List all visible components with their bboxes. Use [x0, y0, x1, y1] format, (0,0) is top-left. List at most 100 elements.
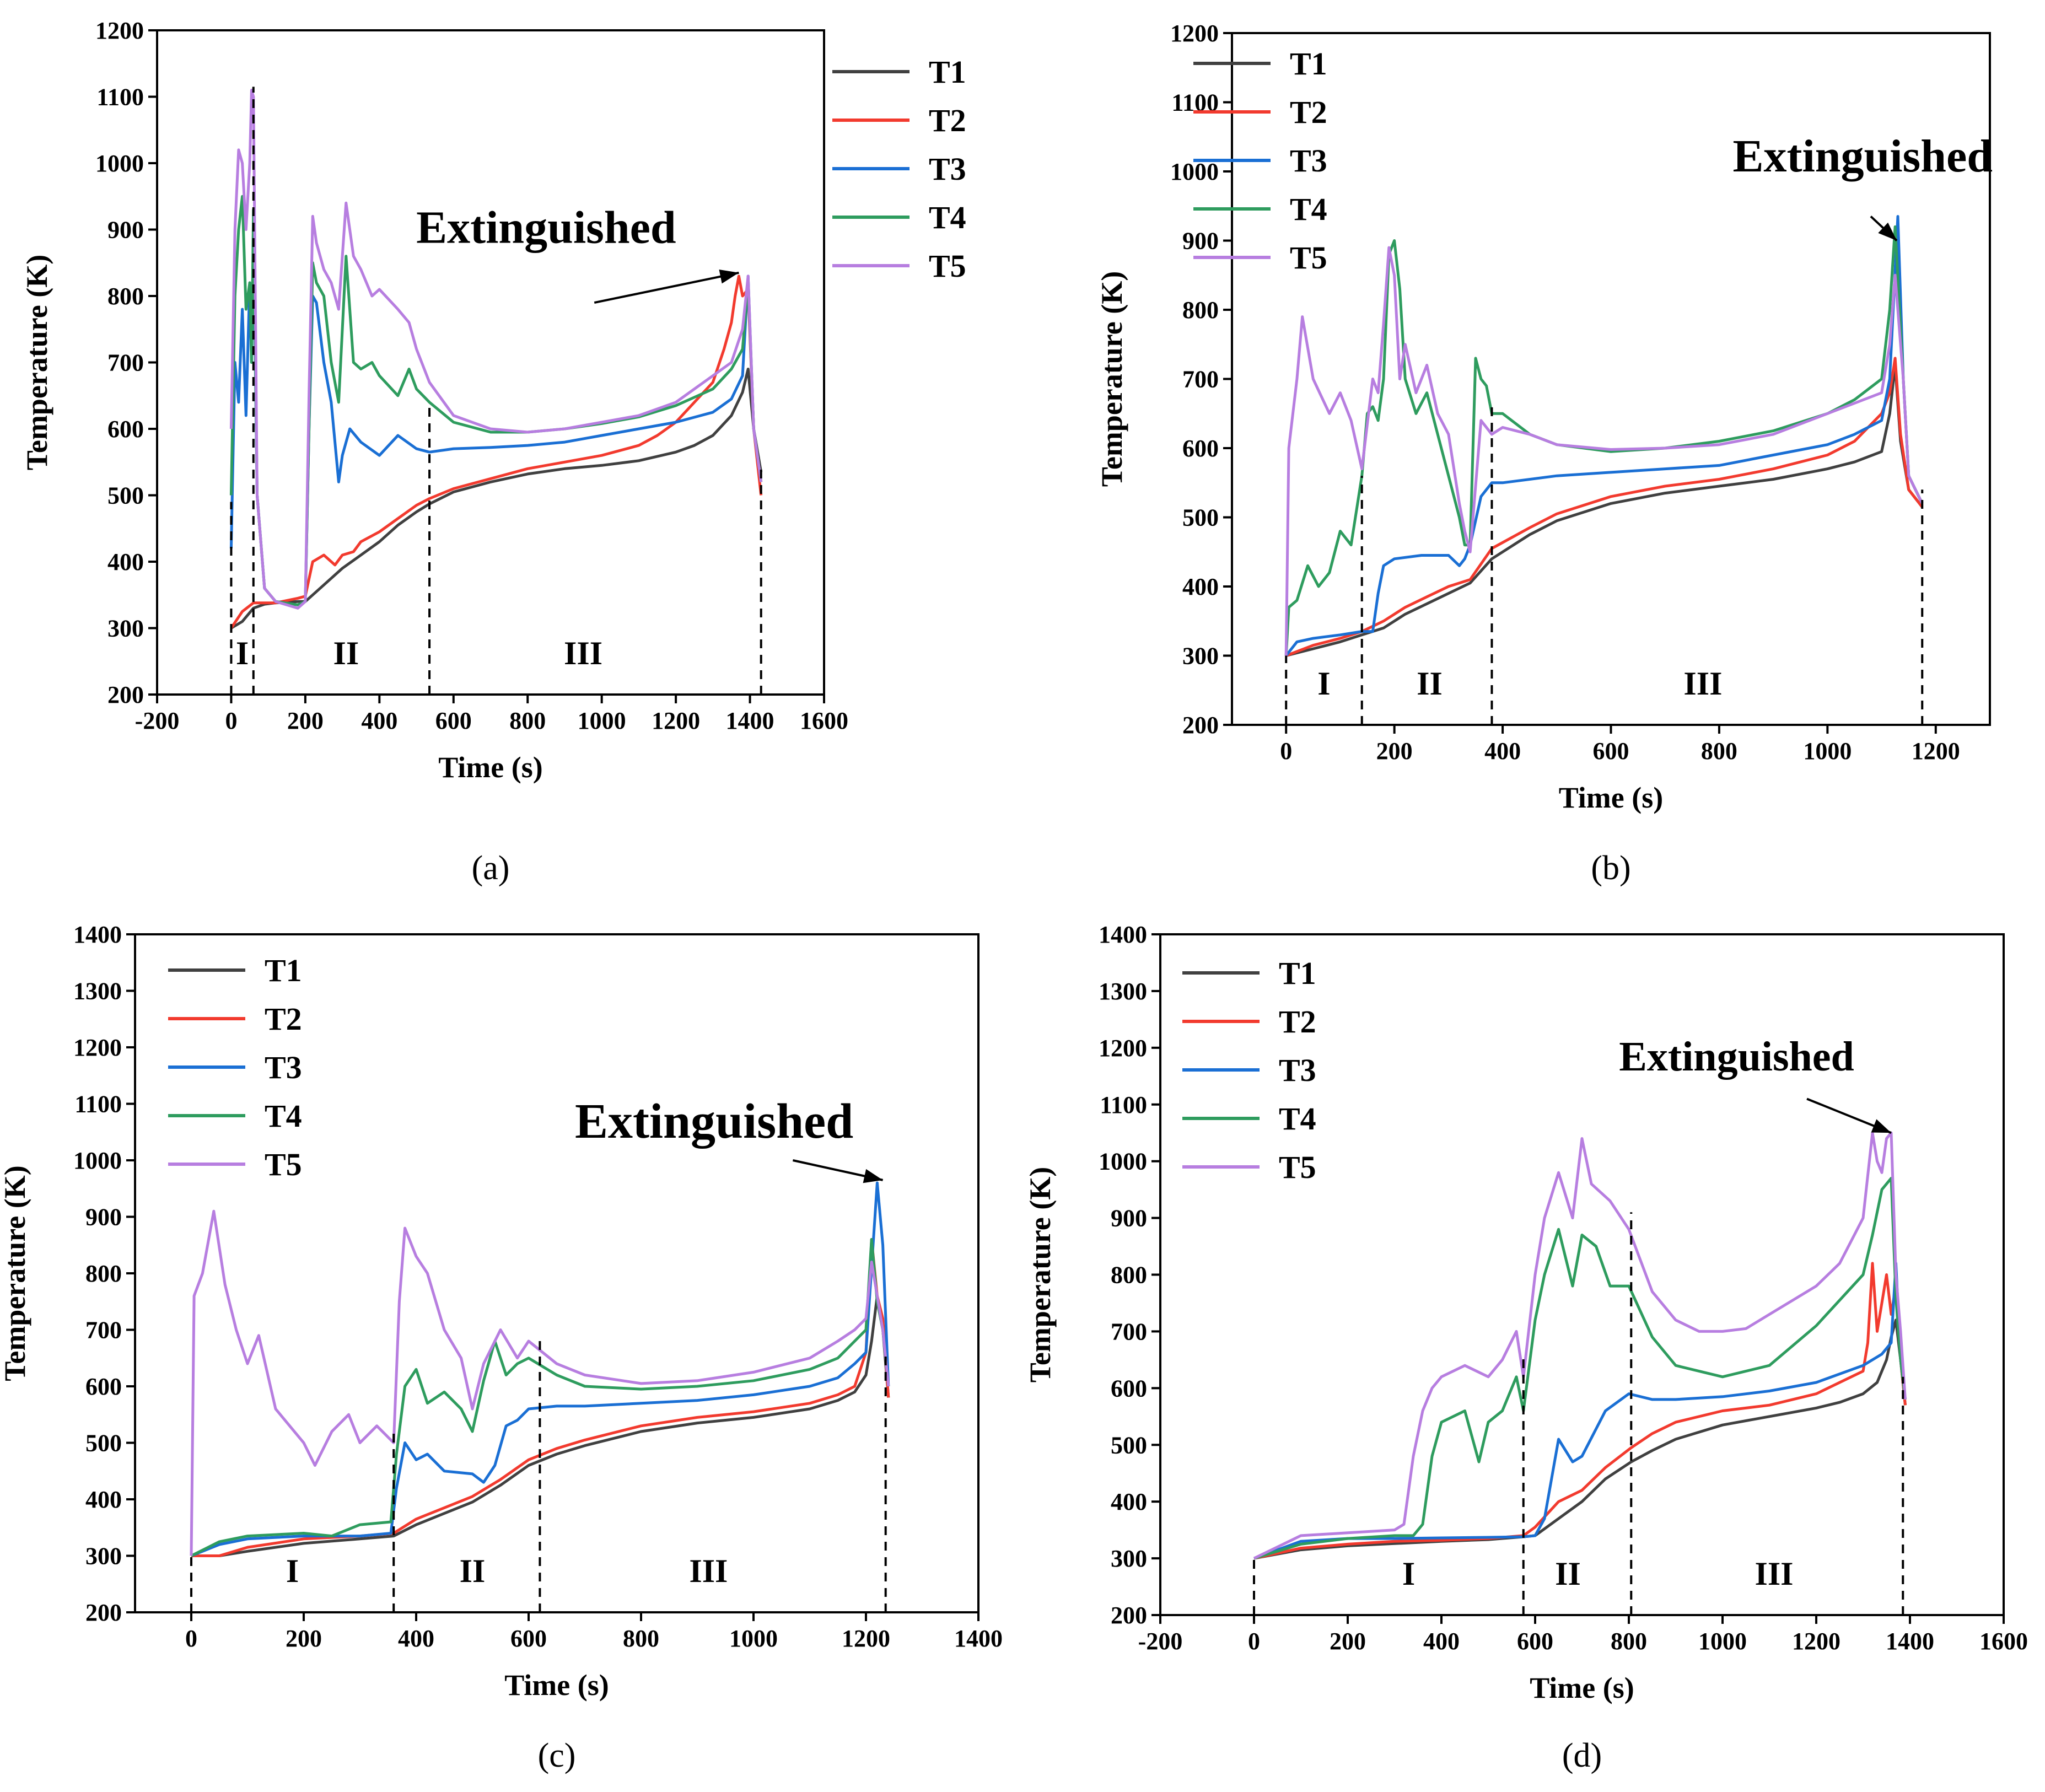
series-line-t3 [1253, 1262, 1907, 1560]
series-group [1284, 215, 1924, 657]
series-line-t4 [1253, 1177, 1907, 1560]
x-tick-label: -200 [135, 707, 180, 734]
panel-caption: (c) [538, 1737, 576, 1774]
stage-label: III [564, 635, 602, 671]
legend-label-t3: T3 [929, 151, 966, 187]
y-tick-label: 800 [107, 283, 144, 310]
y-tick-label: 200 [1182, 712, 1219, 739]
x-tick-label: 600 [510, 1625, 547, 1652]
stage-label: II [1555, 1556, 1581, 1592]
annotation-arrow-head [863, 1169, 883, 1183]
x-tick-label: 0 [1280, 738, 1292, 765]
series-line-t5 [1253, 1131, 1907, 1560]
series-line-t1 [191, 1294, 890, 1557]
y-axis-label: Temperature (K) [20, 255, 53, 470]
extinguished-annotation: Extinguished [1619, 1034, 1854, 1080]
y-tick-label: 1100 [74, 1091, 122, 1118]
y-tick-label: 200 [107, 681, 144, 708]
x-axis-label: Time (s) [504, 1669, 609, 1702]
series-line-t5 [229, 89, 763, 610]
series-line-t2 [1285, 357, 1924, 657]
x-tick-label: 200 [287, 707, 324, 734]
legend-label-t5: T5 [929, 248, 966, 284]
y-tick-label: 900 [1182, 228, 1219, 255]
x-tick-label: 600 [1517, 1628, 1553, 1655]
series-group [190, 1181, 890, 1557]
y-tick-label: 400 [107, 548, 144, 575]
x-tick-label: 200 [1330, 1628, 1366, 1655]
x-tick-label: 600 [1593, 738, 1629, 765]
y-tick-label: 400 [1182, 573, 1219, 600]
legend-label-t5: T5 [1290, 240, 1327, 276]
stage-label: I [1402, 1556, 1415, 1592]
y-tick-label: 900 [85, 1204, 122, 1231]
x-axis-label: Time (s) [1530, 1671, 1634, 1704]
x-tick-label: 400 [1423, 1628, 1460, 1655]
panel-caption: (d) [1562, 1737, 1602, 1774]
stage-label: III [1755, 1556, 1793, 1592]
x-tick-label: 1000 [1803, 738, 1852, 765]
y-tick-label: 700 [107, 349, 144, 376]
stage-label: II [333, 635, 359, 671]
chart-a: -200 0 200 400 600 800 1000 1200 1400 1600 200 300 4… [20, 17, 966, 887]
stage-label: I [236, 635, 249, 671]
y-tick-label: 1300 [1099, 978, 1147, 1005]
series-line-t1 [1253, 1319, 1907, 1560]
legend-label-t1: T1 [265, 952, 302, 988]
x-tick-label: 0 [225, 707, 237, 734]
series-line-t3 [191, 1181, 890, 1557]
legend-label-t2: T2 [929, 103, 966, 138]
y-tick-label: 1000 [95, 150, 144, 177]
y-tick-label: 1200 [1170, 20, 1219, 47]
y-tick-label: 700 [85, 1317, 122, 1344]
extinguished-annotation: Extinguished [416, 202, 676, 254]
y-tick-label: 1100 [1100, 1091, 1147, 1118]
legend-label-t5: T5 [1279, 1149, 1316, 1185]
y-tick-label: 1400 [73, 921, 122, 948]
x-tick-label: 200 [1376, 738, 1413, 765]
y-tick-label: 500 [1182, 504, 1219, 531]
y-tick-label: 800 [1111, 1262, 1147, 1289]
x-tick-label: 1400 [954, 1625, 1003, 1652]
annotation-arrow-head [1871, 1119, 1891, 1133]
plot-frame [134, 933, 980, 1613]
chart-c: 0 200 400 600 800 1000 1200 1400 200 300 400 500 600… [0, 921, 1003, 1774]
legend-label-t2: T2 [265, 1001, 302, 1037]
y-tick-label: 500 [1111, 1432, 1147, 1459]
legend-label-t1: T1 [1279, 955, 1316, 991]
chart-b: 0 200 400 600 800 1000 1200 200 300 400 500 600 700 8… [1095, 20, 1993, 887]
x-tick-label: 600 [435, 707, 472, 734]
x-tick-label: 1000 [1698, 1628, 1747, 1655]
legend-label-t4: T4 [265, 1098, 302, 1134]
x-tick-label: 400 [361, 707, 397, 734]
y-tick-label: 300 [85, 1543, 122, 1570]
y-tick-label: 600 [107, 416, 144, 443]
annotation-arrow-shaft [594, 271, 739, 304]
y-axis-label: Temperature (K) [1024, 1167, 1057, 1382]
y-tick-label: 1300 [73, 978, 122, 1005]
legend-label-t1: T1 [929, 54, 966, 90]
x-tick-label: 1200 [652, 707, 700, 734]
x-tick-label: 1000 [729, 1625, 778, 1652]
extinguished-annotation: Extinguished [575, 1094, 853, 1149]
y-tick-label: 400 [1111, 1488, 1147, 1515]
series-line-t5 [1284, 246, 1924, 656]
y-tick-label: 600 [1182, 435, 1219, 462]
series-line-t2 [230, 275, 763, 629]
y-tick-label: 500 [107, 482, 144, 509]
extinguished-annotation: Extinguished [1732, 131, 1993, 182]
legend-label-t4: T4 [1279, 1101, 1316, 1137]
x-tick-label: 200 [286, 1625, 322, 1652]
y-tick-label: 600 [1111, 1375, 1147, 1402]
y-tick-label: 1200 [73, 1034, 122, 1061]
x-tick-label: 800 [1611, 1628, 1647, 1655]
legend-label-t3: T3 [1290, 143, 1327, 179]
series-line-t5 [190, 1209, 890, 1556]
x-tick-label: 1200 [1792, 1628, 1840, 1655]
legend-label-t2: T2 [1290, 94, 1327, 130]
x-tick-label: 800 [509, 707, 546, 734]
series-line-t2 [1253, 1262, 1907, 1560]
y-tick-label: 800 [1182, 297, 1219, 324]
x-tick-label: -200 [1138, 1628, 1183, 1655]
y-tick-label: 300 [1182, 643, 1219, 670]
